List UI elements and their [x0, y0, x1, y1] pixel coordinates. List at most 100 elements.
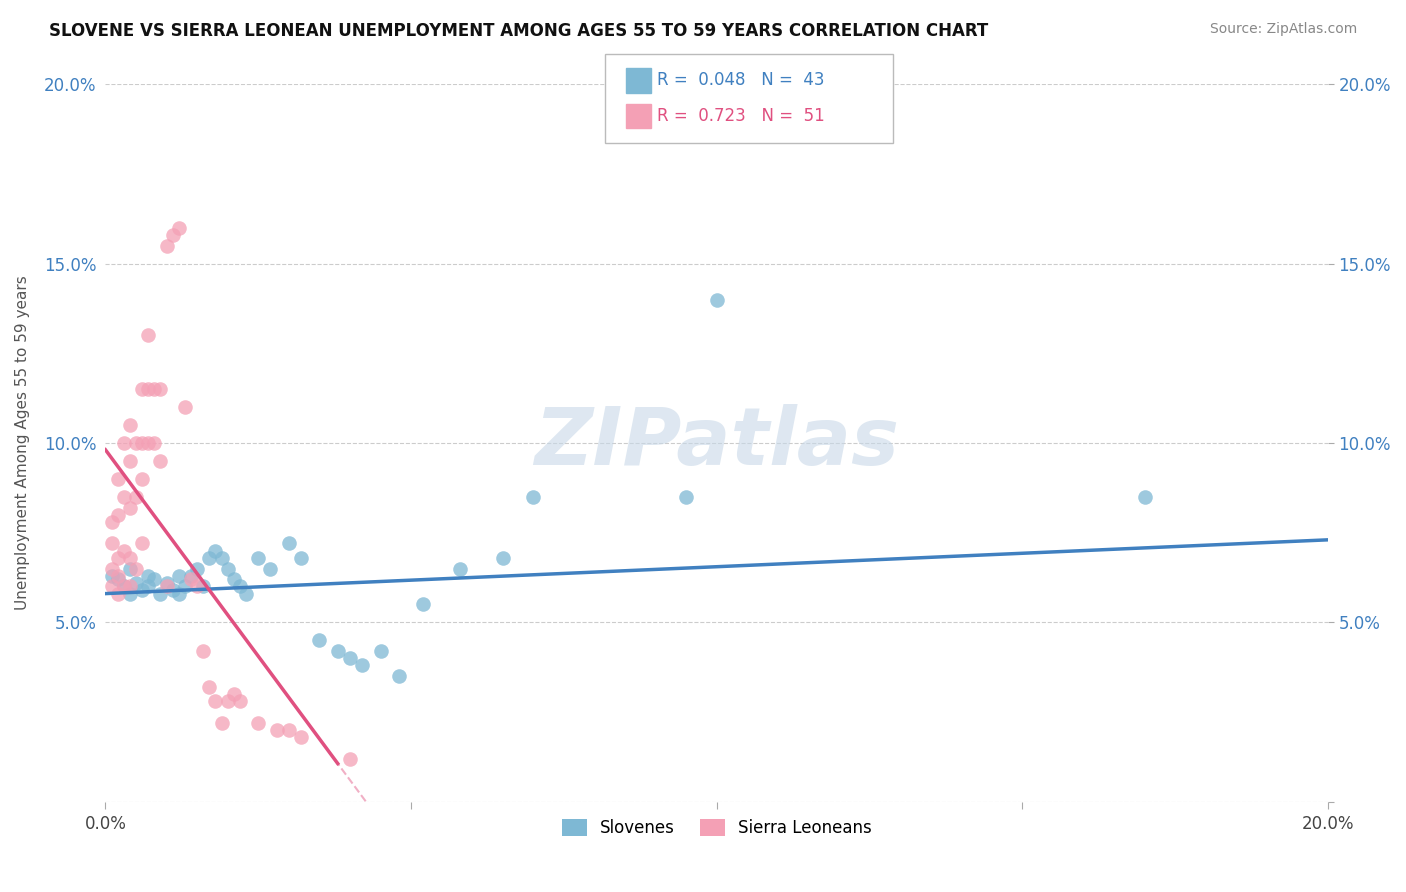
Point — [308, 633, 330, 648]
Point — [162, 582, 184, 597]
Point — [522, 490, 544, 504]
Point — [186, 561, 208, 575]
Point — [112, 579, 135, 593]
Point — [167, 568, 190, 582]
Point — [162, 227, 184, 242]
Point — [155, 579, 177, 593]
Point — [149, 586, 172, 600]
Point — [229, 694, 252, 708]
Point — [174, 579, 197, 593]
Point — [277, 723, 299, 737]
Point — [412, 598, 434, 612]
Text: Source: ZipAtlas.com: Source: ZipAtlas.com — [1209, 22, 1357, 37]
Point — [107, 550, 129, 565]
Text: R =  0.048   N =  43: R = 0.048 N = 43 — [657, 70, 824, 88]
Point — [131, 536, 153, 550]
Point — [149, 382, 172, 396]
Point — [131, 582, 153, 597]
Point — [143, 572, 166, 586]
Point — [100, 568, 122, 582]
Point — [143, 436, 166, 450]
Point — [229, 579, 252, 593]
Legend: Slovenes, Sierra Leoneans: Slovenes, Sierra Leoneans — [555, 812, 879, 844]
Point — [131, 382, 153, 396]
Point — [277, 536, 299, 550]
Point — [125, 490, 148, 504]
Point — [136, 328, 159, 343]
Point — [370, 644, 392, 658]
Point — [112, 490, 135, 504]
Point — [136, 436, 159, 450]
Y-axis label: Unemployment Among Ages 55 to 59 years: Unemployment Among Ages 55 to 59 years — [15, 276, 30, 610]
Point — [125, 436, 148, 450]
Point — [100, 561, 122, 575]
Point — [136, 568, 159, 582]
Point — [235, 586, 257, 600]
Point — [131, 436, 153, 450]
Point — [107, 586, 129, 600]
Point — [193, 579, 215, 593]
Point — [211, 715, 233, 730]
Point — [247, 715, 270, 730]
Point — [143, 382, 166, 396]
Point — [266, 723, 288, 737]
Point — [112, 579, 135, 593]
Point — [198, 680, 221, 694]
Point — [352, 658, 374, 673]
Point — [149, 454, 172, 468]
Point — [118, 561, 141, 575]
Text: R =  0.723   N =  51: R = 0.723 N = 51 — [657, 107, 824, 125]
Point — [675, 490, 697, 504]
Point — [180, 568, 202, 582]
Point — [118, 418, 141, 433]
Text: SLOVENE VS SIERRA LEONEAN UNEMPLOYMENT AMONG AGES 55 TO 59 YEARS CORRELATION CHA: SLOVENE VS SIERRA LEONEAN UNEMPLOYMENT A… — [49, 22, 988, 40]
Point — [107, 568, 129, 582]
Point — [100, 515, 122, 529]
Point — [217, 694, 239, 708]
Point — [186, 579, 208, 593]
Point — [339, 751, 361, 765]
Point — [118, 454, 141, 468]
Point — [180, 572, 202, 586]
Point — [112, 436, 135, 450]
Point — [247, 550, 270, 565]
Point — [193, 644, 215, 658]
Point — [174, 400, 197, 414]
Point — [167, 220, 190, 235]
Point — [290, 730, 312, 744]
Point — [326, 644, 349, 658]
Point — [100, 579, 122, 593]
Point — [1133, 490, 1156, 504]
Point — [449, 561, 471, 575]
Point — [136, 579, 159, 593]
Point — [204, 543, 226, 558]
Point — [259, 561, 281, 575]
Point — [222, 572, 245, 586]
Point — [125, 575, 148, 590]
Point — [107, 508, 129, 522]
Point — [155, 239, 177, 253]
Point — [492, 550, 515, 565]
Point — [339, 651, 361, 665]
Point — [211, 550, 233, 565]
Point — [125, 561, 148, 575]
Point — [118, 579, 141, 593]
Text: ZIPatlas: ZIPatlas — [534, 404, 900, 482]
Point — [107, 572, 129, 586]
Point — [388, 669, 411, 683]
Point — [155, 575, 177, 590]
Point — [107, 472, 129, 486]
Point — [100, 536, 122, 550]
Point — [167, 586, 190, 600]
Point — [118, 586, 141, 600]
Point — [204, 694, 226, 708]
Point — [118, 550, 141, 565]
Point — [290, 550, 312, 565]
Point — [112, 543, 135, 558]
Point — [118, 500, 141, 515]
Point — [136, 382, 159, 396]
Point — [198, 550, 221, 565]
Point — [222, 687, 245, 701]
Point — [217, 561, 239, 575]
Point — [131, 472, 153, 486]
